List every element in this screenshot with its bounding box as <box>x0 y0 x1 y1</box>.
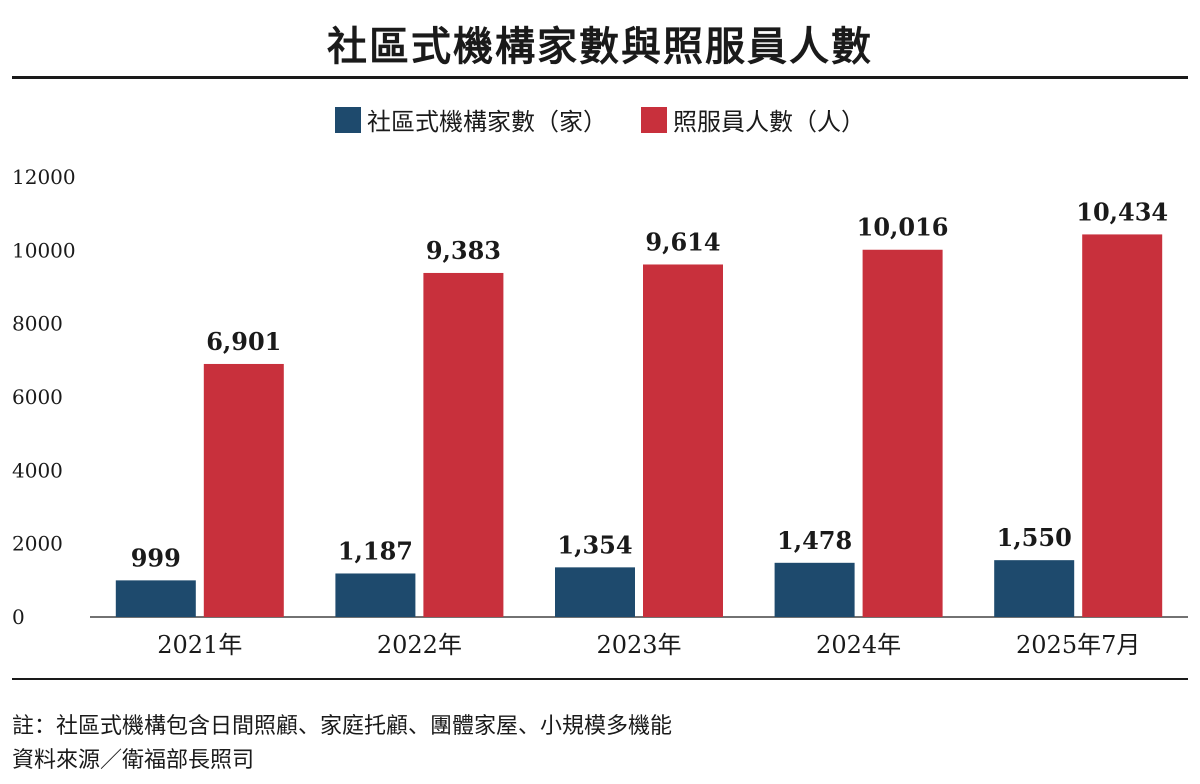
title-divider <box>12 76 1188 79</box>
legend-label-facilities: 社區式機構家數（家） <box>367 108 607 136</box>
bar-caregivers <box>1082 234 1163 618</box>
footer-divider <box>12 678 1188 680</box>
bar-caregivers <box>862 249 943 617</box>
bar-caregivers <box>643 264 723 617</box>
footnote-source: 資料來源／衛福部長照司 <box>12 748 255 773</box>
y-tick-label: 4000 <box>12 458 63 482</box>
bar-facilities <box>335 573 416 617</box>
x-category-label: 2025年7月 <box>1016 631 1140 659</box>
bar-caregivers <box>423 272 504 617</box>
data-label-caregivers: 6,901 <box>206 327 281 356</box>
legend-swatch-facilities <box>335 106 361 133</box>
y-tick-label: 2000 <box>12 532 63 556</box>
data-label-caregivers: 10,434 <box>1076 197 1168 226</box>
data-label-caregivers: 9,614 <box>645 227 720 256</box>
y-tick-label: 8000 <box>12 312 63 336</box>
x-category-label: 2021年 <box>157 631 242 659</box>
y-tick-label: 6000 <box>12 385 63 409</box>
y-tick-label: 12000 <box>12 165 76 189</box>
legend-swatch-caregivers <box>641 106 667 133</box>
y-tick-label: 0 <box>12 605 25 629</box>
legend-label-caregivers: 照服員人數（人） <box>673 108 865 136</box>
x-category-label: 2024年 <box>816 631 901 659</box>
data-label-facilities: 1,187 <box>338 536 413 565</box>
data-label-facilities: 1,354 <box>557 530 632 559</box>
legend: 社區式機構家數（家） 照服員人數（人） <box>0 102 1200 137</box>
footnote-note: 註：社區式機構包含日間照顧、家庭托顧、團體家屋、小規模多機能 <box>12 714 673 739</box>
data-label-caregivers: 10,016 <box>857 213 949 242</box>
bar-facilities <box>994 560 1075 617</box>
data-label-facilities: 1,550 <box>997 523 1072 552</box>
y-tick-label: 10000 <box>12 238 76 262</box>
legend-item-facilities: 社區式機構家數（家） <box>335 102 607 137</box>
legend-item-caregivers: 照服員人數（人） <box>641 102 865 137</box>
bar-facilities <box>774 562 855 617</box>
bar-caregivers <box>203 363 284 617</box>
data-label-facilities: 999 <box>131 543 181 572</box>
bar-facilities <box>555 567 635 617</box>
data-label-facilities: 1,478 <box>777 526 852 555</box>
chart-title: 社區式機構家數與照服員人數 <box>327 23 873 70</box>
x-category-label: 2023年 <box>596 631 681 659</box>
bar-chart: 0 2000 4000 6000 8000 10000 12000 999 6,901 2021年… <box>12 165 1188 659</box>
bar-facilities <box>115 580 196 617</box>
x-category-label: 2022年 <box>377 631 462 659</box>
data-label-caregivers: 9,383 <box>426 236 501 265</box>
